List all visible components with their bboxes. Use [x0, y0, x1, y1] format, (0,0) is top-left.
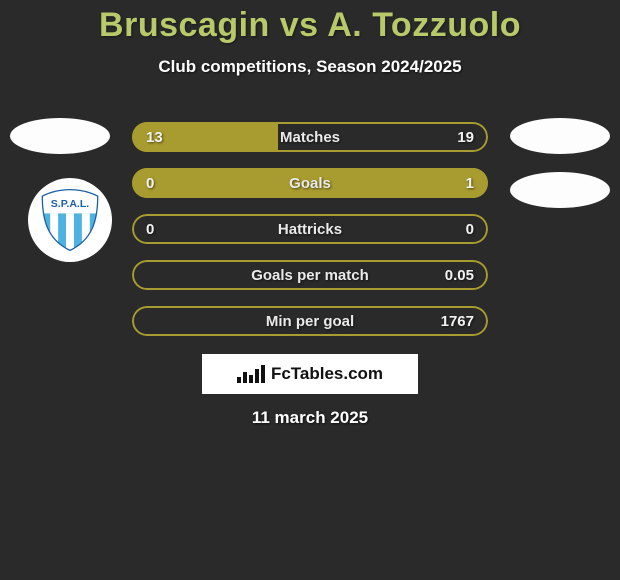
stat-label: Hattricks — [132, 214, 488, 244]
shield-icon: S.P.A.L. — [37, 187, 103, 253]
stats-container: 1319Matches 01Goals 00Hattricks 0.05Goals p… — [132, 122, 488, 352]
stat-row: 00Hattricks — [132, 214, 488, 244]
player-right-avatar-2 — [510, 172, 610, 208]
stat-row: 1767Min per goal — [132, 306, 488, 336]
subtitle: Club competitions, Season 2024/2025 — [0, 57, 620, 77]
stat-row: 01Goals — [132, 168, 488, 198]
stat-label: Goals — [132, 168, 488, 198]
stat-label: Goals per match — [132, 260, 488, 290]
page-title: Bruscagin vs A. Tozzuolo — [0, 0, 620, 45]
chart-icon — [237, 365, 265, 383]
svg-text:S.P.A.L.: S.P.A.L. — [51, 198, 90, 210]
brand-text: FcTables.com — [271, 364, 383, 384]
brand-box: FcTables.com — [202, 354, 418, 394]
stat-label: Min per goal — [132, 306, 488, 336]
club-badge: S.P.A.L. — [28, 178, 112, 262]
player-left-avatar-1 — [10, 118, 110, 154]
stat-row: 0.05Goals per match — [132, 260, 488, 290]
stat-label: Matches — [132, 122, 488, 152]
stat-row: 1319Matches — [132, 122, 488, 152]
date-text: 11 march 2025 — [0, 408, 620, 428]
player-right-avatar-1 — [510, 118, 610, 154]
